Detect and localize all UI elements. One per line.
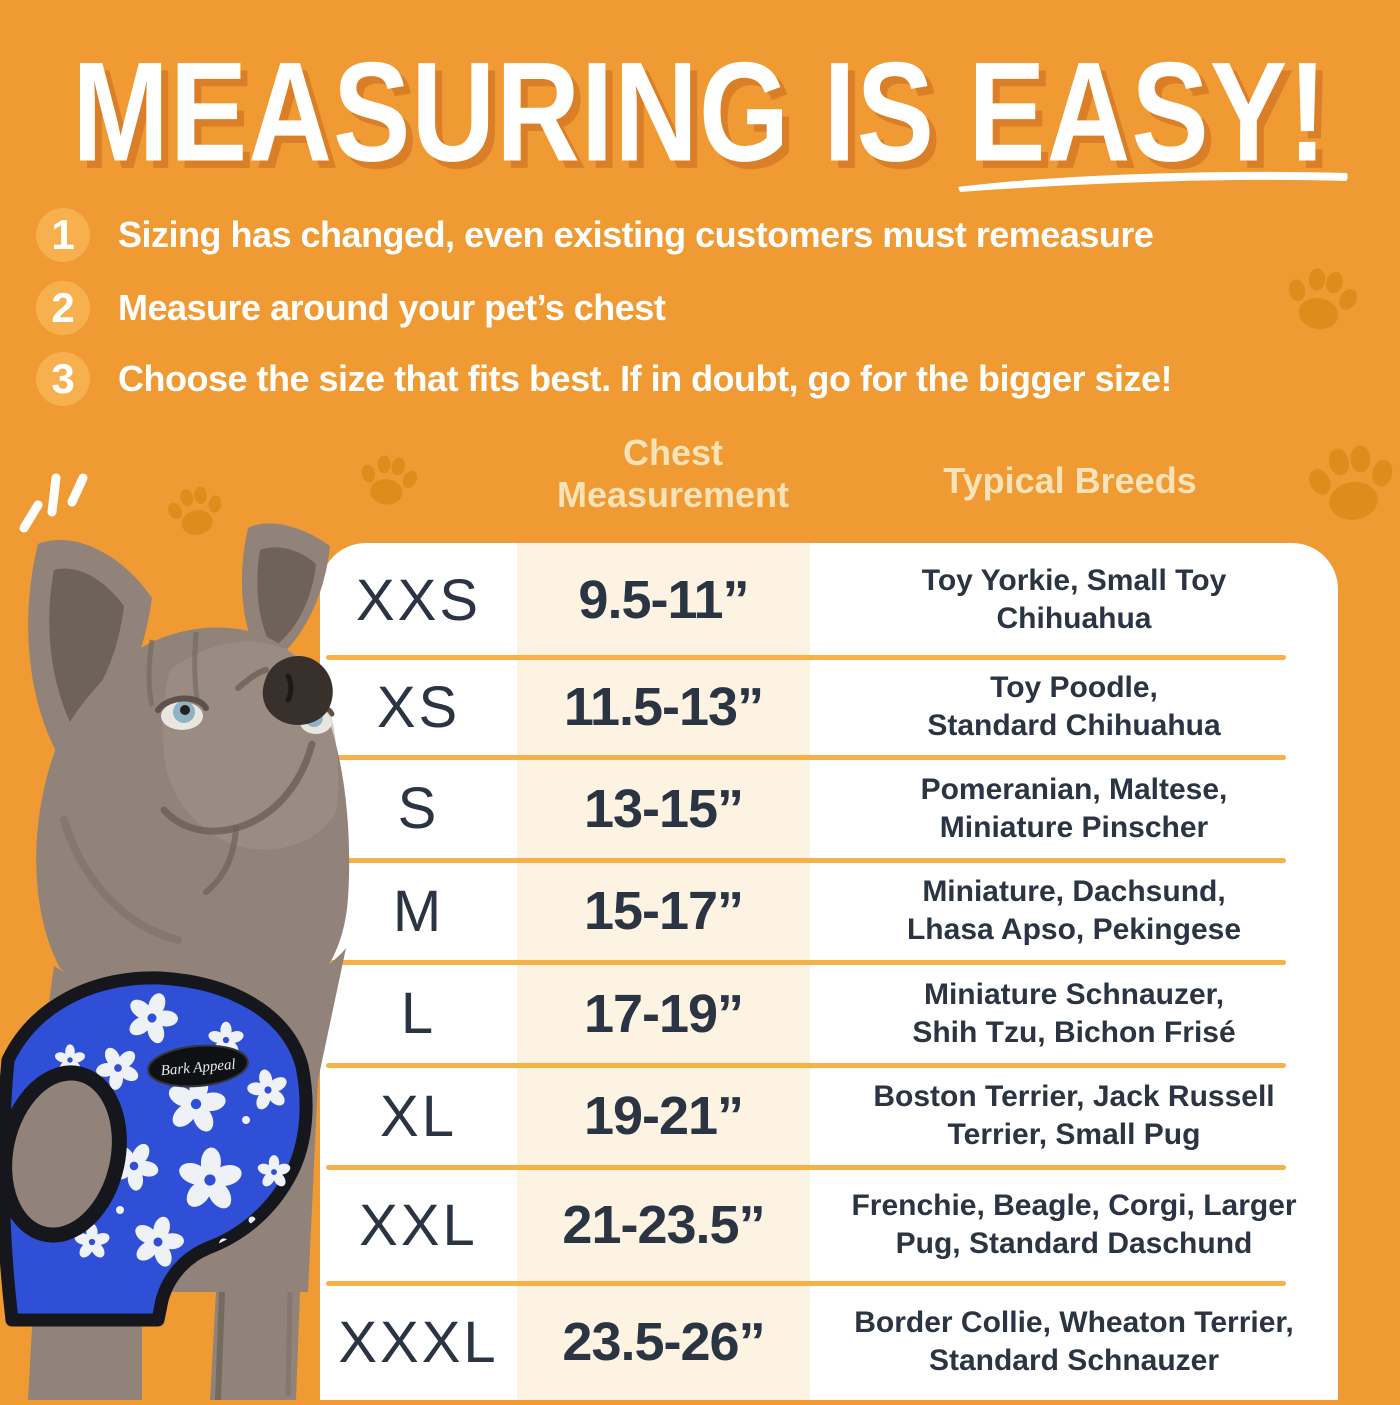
breeds-cell: Pomeranian, Maltese, Miniature Pinscher	[920, 772, 1228, 844]
chest-cell: 17-19”	[583, 983, 744, 1044]
step-item-1: 1 Sizing has changed, even existing cust…	[36, 208, 1366, 262]
breeds-cell: Toy Yorkie, Small Toy Chihuahua	[921, 564, 1227, 635]
size-chart-table: XXS 9.5-11” Toy Yorkie, Small Toy Chihua…	[320, 543, 1338, 1400]
size-cell: S	[397, 776, 440, 841]
size-chart-rows: XXS 9.5-11” Toy Yorkie, Small Toy Chihua…	[320, 543, 1338, 1400]
typical-breeds-header: Typical Breeds	[943, 460, 1197, 501]
table-row: S 13-15” Pomeranian, Maltese, Miniature …	[320, 757, 1338, 863]
chest-measurement-header: Chest Measurement	[556, 432, 790, 515]
size-cell: L	[400, 981, 437, 1046]
size-cell: M	[392, 878, 445, 944]
breeds-cell: Miniature Schnauzer, Shih Tzu, Bichon Fr…	[912, 977, 1236, 1049]
step-item-3: 3 Choose the size that fits best. If in …	[36, 352, 1366, 406]
chest-cell: 9.5-11”	[578, 570, 749, 630]
breeds-cell: Border Collie, Wheaton Terrier, Standard…	[854, 1306, 1294, 1377]
step-text: Choose the size that fits best. If in do…	[118, 358, 1173, 399]
size-cell: XXS	[355, 567, 482, 633]
paw-print-icon	[1278, 256, 1364, 342]
table-row: L 17-19” Miniature Schnauzer, Shih Tzu, …	[320, 962, 1338, 1068]
dog-front-leg	[210, 1292, 300, 1400]
size-cell: XXL	[359, 1192, 478, 1258]
harness-armhole	[0, 1065, 127, 1243]
size-cell: XL	[380, 1083, 457, 1149]
table-row: XXXL 23.5-26” Border Collie, Wheaton Ter…	[320, 1283, 1338, 1400]
harness-brand-text: Bark Appeal	[160, 1057, 236, 1079]
step-number-badge: 1	[36, 208, 90, 262]
step-text: Sizing has changed, even existing custom…	[118, 214, 1154, 255]
chest-cell: 11.5-13”	[563, 677, 764, 737]
chest-cell: 13-15”	[583, 778, 744, 839]
french-bulldog-photo: Bark Appeal	[0, 520, 360, 1401]
chest-cell: 21-23.5”	[562, 1195, 765, 1255]
dog-nose	[262, 656, 333, 725]
page-title: MEASURING IS EASY!	[72, 32, 1328, 192]
breeds-cell: Boston Terrier, Jack Russell Terrier, Sm…	[873, 1080, 1275, 1151]
table-row: XL 19-21” Boston Terrier, Jack Russell T…	[320, 1065, 1338, 1170]
dog-harness: Bark Appeal	[0, 971, 313, 1327]
title-underline-swoosh	[955, 163, 1350, 193]
step-text: Measure around your pet’s chest	[118, 287, 666, 328]
table-row: XXL 21-23.5” Frenchie, Beagle, Corgi, La…	[320, 1167, 1338, 1286]
chest-column-stripe	[517, 543, 810, 1400]
breeds-cell: Miniature, Dachsund, Lhasa Apso, Pekinge…	[906, 875, 1241, 946]
chest-cell: 19-21”	[583, 1086, 744, 1146]
sparkle-accent-icon	[16, 462, 96, 542]
chest-cell: 23.5-26”	[562, 1312, 765, 1372]
table-row: XS 11.5-13” Toy Poodle, Standard Chihuah…	[320, 657, 1338, 760]
breeds-cell: Toy Poodle, Standard Chihuahua	[927, 671, 1221, 742]
step-number-badge: 2	[36, 281, 90, 335]
table-row: M 15-17” Miniature, Dachsund, Lhasa Apso…	[320, 860, 1338, 965]
step-number-badge: 3	[36, 352, 90, 406]
chest-cell: 15-17”	[583, 881, 744, 941]
paw-print-icon	[354, 446, 422, 514]
step-item-2: 2 Measure around your pet’s chest	[36, 281, 1366, 335]
paw-print-icon	[1300, 432, 1400, 534]
size-cell: XXXL	[338, 1309, 499, 1375]
breeds-cell: Frenchie, Beagle, Corgi, Larger Pug, Sta…	[851, 1189, 1297, 1260]
paw-print-icon	[161, 477, 228, 544]
size-cell: XS	[376, 674, 461, 740]
table-row: XXS 9.5-11” Toy Yorkie, Small Toy Chihua…	[320, 543, 1338, 660]
harness-brand-label: Bark Appeal	[147, 1044, 249, 1088]
